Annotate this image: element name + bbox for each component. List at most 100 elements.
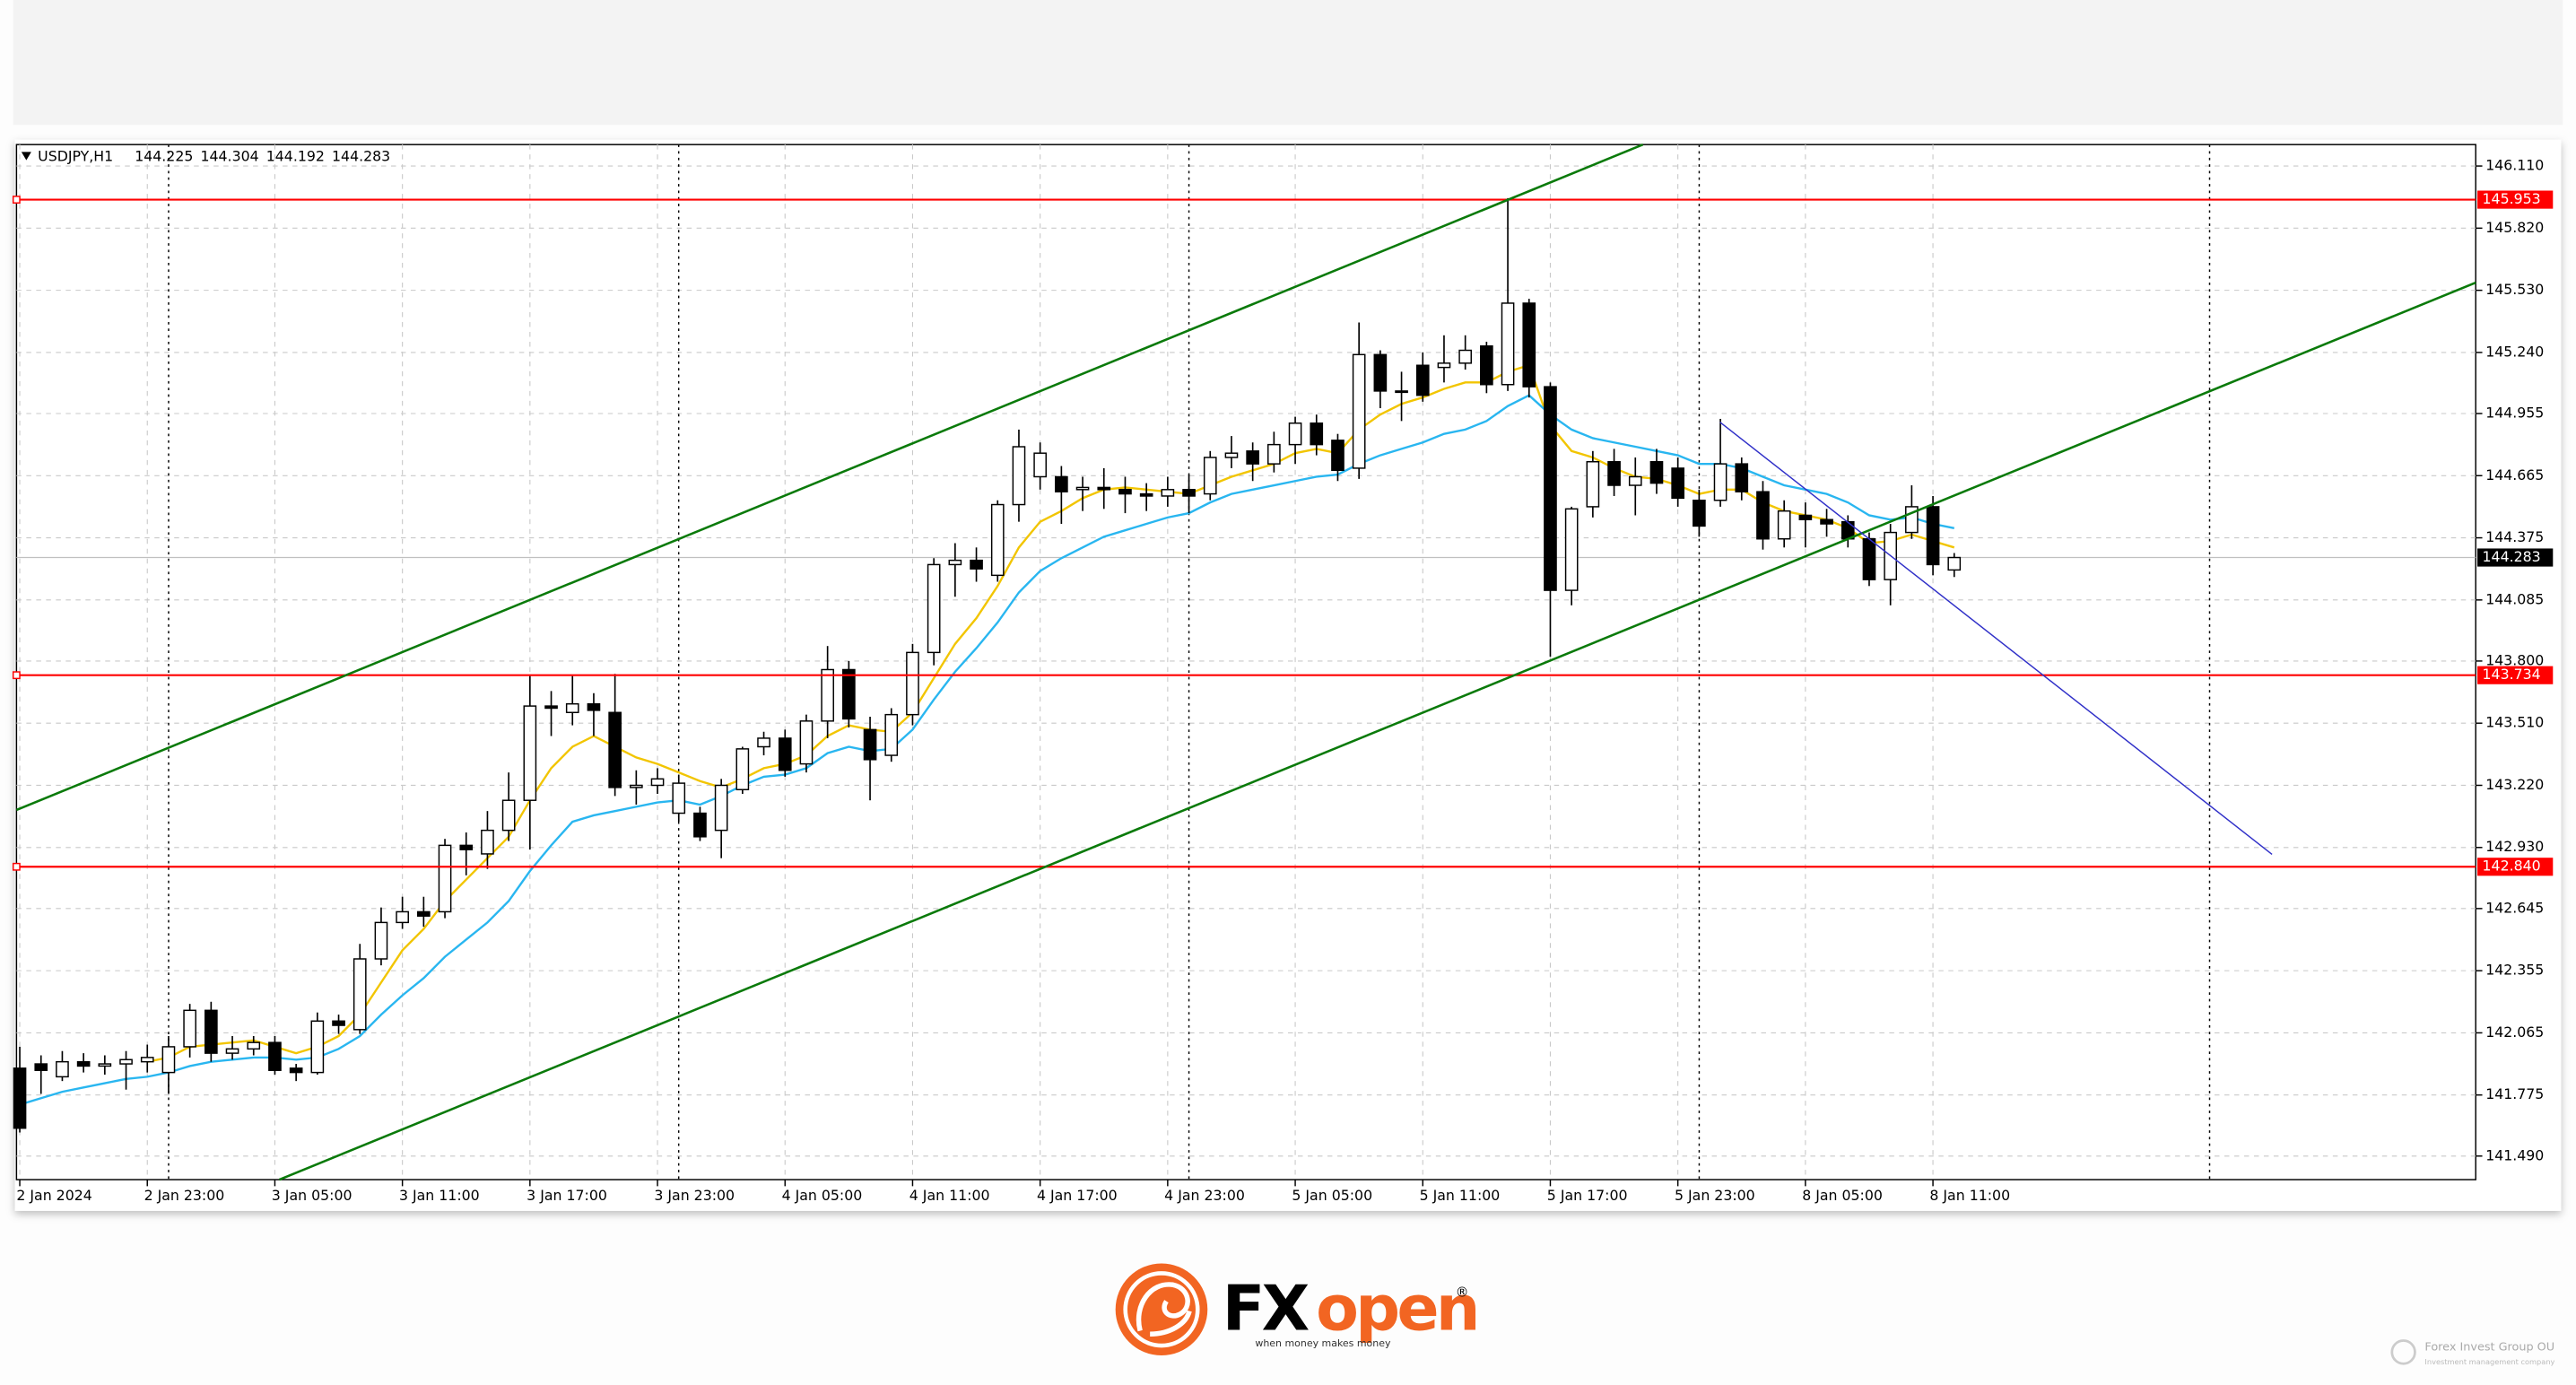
ohlc-high: 144.304	[201, 147, 259, 164]
candle-body	[459, 844, 474, 850]
candle-body	[884, 713, 899, 756]
level-label: 142.840	[2483, 858, 2541, 875]
ohlc-close: 144.283	[332, 147, 390, 164]
x-tick-label: 4 Jan 23:00	[1164, 1187, 1245, 1204]
watermark-icon	[2390, 1339, 2416, 1365]
y-tick-label: 145.240	[2485, 343, 2544, 360]
candle-body	[948, 559, 962, 566]
logo-open: open	[1316, 1272, 1477, 1345]
candle-body	[1862, 538, 1876, 580]
candle-body	[1480, 345, 1493, 386]
candle-body	[821, 668, 834, 722]
x-tick-label: 5 Jan 17:00	[1547, 1187, 1628, 1204]
y-tick-label: 145.530	[2485, 281, 2544, 298]
x-tick-label: 3 Jan 17:00	[527, 1187, 607, 1204]
y-tick-label: 142.930	[2485, 838, 2544, 855]
y-tick-label: 142.355	[2485, 962, 2544, 979]
candle-body	[1501, 302, 1515, 386]
logo-registered: ®	[1456, 1285, 1469, 1300]
candle-body	[1628, 475, 1642, 486]
candle-body	[1437, 362, 1451, 369]
candle-body	[310, 1020, 325, 1074]
x-tick-label: 3 Jan 23:00	[654, 1187, 735, 1204]
x-tick-label: 2 Jan 23:00	[144, 1187, 225, 1204]
candle-body	[970, 559, 983, 570]
candle-body	[289, 1067, 303, 1074]
candle-body	[608, 711, 622, 788]
candle-body	[565, 702, 579, 713]
candle-body	[714, 784, 728, 832]
candle-body	[161, 1046, 176, 1074]
candle-body	[1118, 489, 1132, 495]
logo-icon-ring	[1123, 1271, 1200, 1348]
x-tick-label: 4 Jan 17:00	[1037, 1187, 1118, 1204]
candle-body	[906, 651, 919, 716]
y-tick-label: 143.220	[2485, 776, 2544, 793]
candle-body	[1352, 353, 1366, 469]
candle-body	[630, 784, 643, 788]
candle-body	[205, 1009, 218, 1054]
candle-body	[1075, 486, 1090, 491]
candle-body	[1649, 461, 1664, 484]
candle-body	[1713, 463, 1727, 501]
level-label-box	[2477, 666, 2554, 684]
y-tick-label: 143.510	[2485, 714, 2544, 731]
ohlc-low: 144.192	[266, 147, 325, 164]
x-tick-label: 8 Jan 05:00	[1802, 1187, 1883, 1204]
y-tick-label: 141.775	[2485, 1085, 2544, 1102]
symbol: USDJPY,H1	[38, 147, 113, 164]
candle-body	[672, 782, 686, 814]
candle-body	[247, 1041, 261, 1050]
candle-body	[1693, 500, 1706, 527]
candle-body	[650, 778, 665, 787]
y-tick-label: 144.085	[2485, 590, 2544, 607]
candle-body	[1267, 443, 1281, 465]
candle-body	[927, 563, 941, 654]
candle-body	[1331, 440, 1345, 472]
trend-line	[1719, 422, 2273, 855]
candle-body	[1926, 506, 1940, 566]
level-anchor	[12, 671, 21, 680]
level-label: 143.734	[2483, 666, 2541, 683]
candle-body	[842, 668, 856, 720]
x-tick-label: 4 Jan 11:00	[909, 1187, 990, 1204]
header-arrow	[21, 152, 31, 161]
plot-border	[15, 144, 2476, 1180]
candle-body	[799, 720, 814, 765]
x-tick-label: 5 Jan 23:00	[1675, 1187, 1755, 1204]
candle-body	[183, 1009, 196, 1048]
candle-body	[76, 1060, 91, 1067]
level-anchor	[12, 196, 21, 204]
candle-body	[396, 910, 409, 924]
candle-body	[990, 503, 1005, 577]
x-tick-label: 5 Jan 11:00	[1420, 1187, 1501, 1204]
y-tick-label: 141.490	[2485, 1146, 2544, 1163]
candle-body	[1586, 461, 1600, 508]
candle-body	[225, 1048, 239, 1054]
candle-body	[1246, 450, 1259, 465]
level-anchor	[12, 862, 21, 871]
candle-body	[1522, 302, 1536, 388]
watermark-sub: Investment management company	[2424, 1357, 2554, 1366]
candle-body	[481, 829, 494, 855]
candle-body	[1820, 518, 1833, 525]
candle-body	[417, 910, 431, 917]
candle-body	[34, 1063, 48, 1071]
candle-body	[1182, 489, 1196, 497]
logo-fx: FX	[1223, 1272, 1310, 1345]
candle-body	[587, 702, 601, 711]
candle-body	[1777, 510, 1791, 540]
candle-body	[863, 728, 877, 761]
y-tick-label: 145.820	[2485, 219, 2544, 236]
candle-body	[1224, 452, 1239, 458]
ohlc-open: 144.225	[135, 147, 193, 164]
moving-average	[19, 394, 1955, 1106]
top-band	[13, 0, 2563, 126]
candle-body	[778, 737, 792, 771]
price-label: 144.283	[2483, 548, 2541, 565]
grid-layer: 146.110 145.820 145.530 145.240 144.955 144.6…	[16, 144, 2544, 1204]
level-label: 145.953	[2483, 190, 2541, 207]
x-tick-label: 3 Jan 11:00	[399, 1187, 480, 1204]
candle-body	[544, 705, 558, 710]
